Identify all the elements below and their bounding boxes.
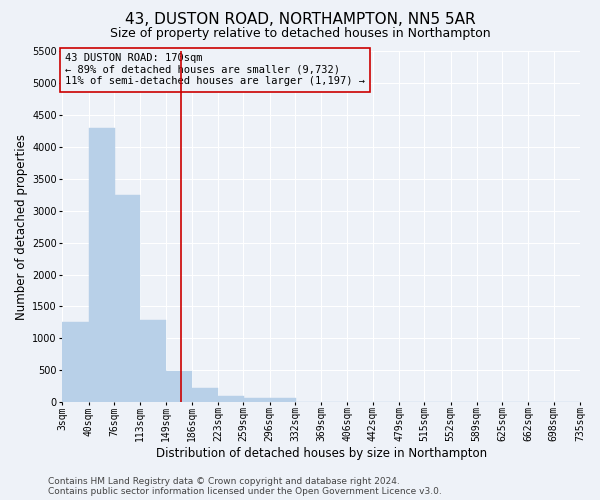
Text: Contains public sector information licensed under the Open Government Licence v3: Contains public sector information licen… bbox=[48, 487, 442, 496]
Text: Contains HM Land Registry data © Crown copyright and database right 2024.: Contains HM Land Registry data © Crown c… bbox=[48, 477, 400, 486]
Bar bbox=[62, 322, 89, 402]
Bar bbox=[269, 398, 296, 402]
Bar bbox=[114, 195, 140, 402]
Bar bbox=[166, 372, 192, 402]
X-axis label: Distribution of detached houses by size in Northampton: Distribution of detached houses by size … bbox=[155, 447, 487, 460]
Text: 43, DUSTON ROAD, NORTHAMPTON, NN5 5AR: 43, DUSTON ROAD, NORTHAMPTON, NN5 5AR bbox=[125, 12, 475, 28]
Bar bbox=[244, 398, 269, 402]
Bar bbox=[140, 320, 166, 402]
Text: Size of property relative to detached houses in Northampton: Size of property relative to detached ho… bbox=[110, 28, 490, 40]
Text: 43 DUSTON ROAD: 170sqm
← 89% of detached houses are smaller (9,732)
11% of semi-: 43 DUSTON ROAD: 170sqm ← 89% of detached… bbox=[65, 54, 365, 86]
Bar bbox=[89, 128, 115, 402]
Y-axis label: Number of detached properties: Number of detached properties bbox=[15, 134, 28, 320]
Bar bbox=[192, 388, 218, 402]
Bar bbox=[218, 396, 244, 402]
